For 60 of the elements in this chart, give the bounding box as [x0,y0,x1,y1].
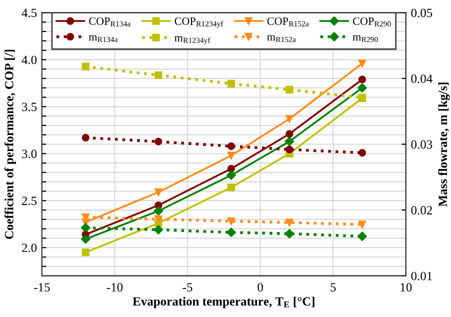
y2-tick-label: 0.05 [411,8,432,18]
y-tick-label: 2.0 [22,244,37,252]
point [227,217,236,226]
point [82,248,90,256]
point [226,228,236,237]
point [284,136,294,146]
point [82,134,90,142]
y-tick-label: 4.5 [22,8,37,18]
point [227,142,236,150]
x-tick-label: -10 [106,283,123,292]
point [154,188,162,196]
point [227,152,236,160]
y2-tick-label: 0.02 [411,206,432,215]
x-tick-label: 10 [400,283,412,292]
point [358,220,366,228]
point [226,170,236,180]
point [154,206,164,216]
y-tick-label: 3.5 [22,102,37,112]
point [227,184,236,192]
point [82,62,90,70]
x-tick-label: 0 [258,283,263,292]
point [284,229,294,238]
point [286,218,294,226]
legend-label: m$_{R134a}$ [88,35,118,42]
point [358,232,367,241]
point [286,146,294,154]
y2-axis-title: Mass flowrate, m [kg/s] [438,82,450,207]
point [286,86,294,94]
legend-label: m$_{R152a}$ [267,35,296,42]
point [154,71,162,79]
y2-tick-label: 0.03 [411,140,432,149]
y2-tick-label: 0.01 [411,272,432,280]
legend-label: m$_{R290}$ [352,35,378,42]
y2-tick-label: 0.04 [411,74,432,83]
point [358,83,367,92]
point [80,223,90,232]
legend-label: COP$_{R134a}$ [89,17,131,26]
x-axis-title: Evaporation temperature, T$_{E}$ [°C] [132,296,314,308]
legend-label: m$_{R1234yf}$ [174,36,210,45]
y-axis-title: Coefficient of performance, COP [/] [4,50,16,239]
point [358,148,366,157]
y-tick-label: 3.0 [22,150,37,158]
point [358,60,366,68]
legend-label: COP$_{R1234yf}$ [174,17,224,28]
y-tick-label: 4.0 [22,56,37,64]
point [286,115,294,123]
legend-label: COP$_{R152a}$ [267,17,309,26]
y-tick-label: 2.5 [22,196,37,206]
point [154,225,164,234]
x-tick-label: -15 [34,283,50,292]
point [154,215,162,224]
x-tick-label: 5 [330,283,336,292]
point [80,234,90,244]
x-tick-label: -5 [182,283,192,292]
point [358,76,366,84]
point [154,138,162,146]
point [227,80,236,88]
point [227,164,236,172]
legend-label: COP$_{R290}$ [352,17,391,26]
point [286,130,294,138]
